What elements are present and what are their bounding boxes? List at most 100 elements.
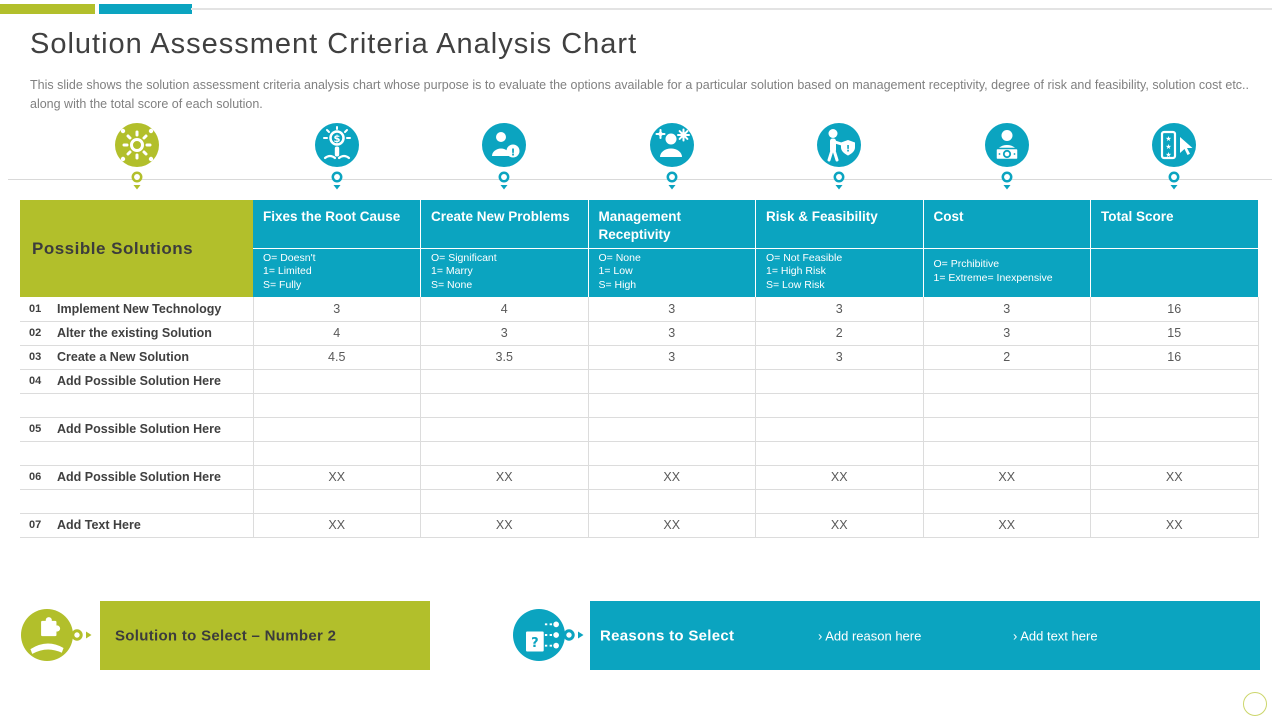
svg-text:$: $	[333, 134, 340, 145]
score-cell: XX	[1090, 513, 1259, 538]
score-cell	[1090, 369, 1259, 394]
pin-marker-teal	[1001, 171, 1013, 190]
table-row: 07 Add Text Here XX XX XX XX XX XX	[20, 513, 1259, 538]
column-header: Fixes the Root Cause	[253, 200, 421, 248]
row-number	[20, 441, 56, 466]
score-cell: 2	[755, 321, 923, 346]
accent-bar-olive	[0, 4, 95, 14]
score-cell: 3	[922, 321, 1091, 346]
criteria-icons-row: $ !	[20, 123, 1258, 191]
score-cell	[1090, 441, 1259, 466]
icon-col-fixes-root-cause: $	[253, 123, 421, 191]
row-label[interactable]: Add Possible Solution Here	[56, 369, 253, 394]
header-divider-line	[191, 8, 1272, 10]
icons-baseline	[8, 179, 1272, 180]
row-label[interactable]: Add Text Here	[56, 513, 253, 538]
score-cell: 3	[587, 345, 756, 370]
score-cell	[252, 441, 421, 466]
score-cell: 2	[922, 345, 1091, 370]
column-header: Create New Problems	[420, 200, 588, 248]
column-header: Total Score	[1090, 200, 1258, 248]
spacer-row	[20, 393, 1259, 418]
table-row-header: Possible Solutions	[20, 200, 253, 297]
score-cell	[755, 489, 923, 514]
reason-placeholder[interactable]: › Add reason here	[818, 628, 922, 643]
row-label	[56, 441, 253, 466]
row-label[interactable]: Add Possible Solution Here	[56, 465, 253, 490]
reasons-to-select-box[interactable]: Reasons to Select › Add reason here › Add…	[590, 601, 1260, 670]
column-legend: O= Significant 1= Marry S= None	[420, 247, 588, 297]
row-label: Create a New Solution	[56, 345, 253, 370]
pin-marker-teal	[833, 171, 845, 190]
score-cell: 16	[1090, 297, 1259, 322]
score-cell: 15	[1090, 321, 1259, 346]
criteria-table-wrap: Possible Solutions Fixes the Root Cause Cr…	[20, 200, 1259, 538]
spacer-row	[20, 441, 1259, 466]
score-cell	[252, 489, 421, 514]
connector-marker-teal	[563, 629, 584, 641]
row-number	[20, 393, 56, 418]
column-legend	[1090, 247, 1258, 297]
score-cell	[922, 489, 1091, 514]
score-cell	[252, 393, 421, 418]
score-cell: 3	[587, 297, 756, 322]
score-cell	[922, 369, 1091, 394]
cost-icon	[984, 123, 1029, 167]
svg-text:★: ★	[1166, 151, 1172, 159]
solution-to-select-box[interactable]: Solution to Select – Number 2	[100, 601, 430, 670]
reasons-to-select-label: Reasons to Select	[600, 627, 735, 644]
table-row: 05 Add Possible Solution Here	[20, 417, 1259, 442]
row-number	[20, 489, 56, 514]
page-title: Solution Assessment Criteria Analysis Ch…	[30, 28, 638, 60]
solution-process-icon	[114, 123, 159, 167]
icon-col-create-new-problems: !	[421, 123, 589, 191]
score-cell: 16	[1090, 345, 1259, 370]
table-row: 06 Add Possible Solution Here XX XX XX XX XX XX	[20, 465, 1259, 490]
score-cell: 4.5	[252, 345, 421, 370]
score-cell: XX	[755, 513, 923, 538]
total-score-icon: ★ ★ ★	[1152, 123, 1197, 167]
icon-col-risk-feasibility: !	[756, 123, 924, 191]
row-label	[56, 393, 253, 418]
score-cell	[420, 393, 588, 418]
score-cell	[1090, 417, 1259, 442]
table-legend-row: O= Doesn't 1= Limited S= Fully O= Significa…	[20, 247, 1258, 297]
row-label: Alter the existing Solution	[56, 321, 253, 346]
score-cell	[252, 369, 421, 394]
svg-text:!: !	[846, 145, 850, 155]
corner-ring-decoration	[1243, 692, 1267, 716]
management-receptivity-icon	[649, 123, 694, 167]
row-label: Implement New Technology	[56, 297, 253, 322]
score-cell	[755, 393, 923, 418]
score-cell: 3	[755, 345, 923, 370]
page-subtitle: This slide shows the solution assessment…	[30, 78, 1249, 112]
column-legend: O= Not Feasible 1= High Risk S= Low Risk	[755, 247, 923, 297]
icon-col-solutions	[20, 123, 253, 191]
icon-col-management-receptivity	[588, 123, 756, 191]
reason-placeholder[interactable]: › Add text here	[1013, 628, 1098, 643]
new-problems-icon: !	[482, 123, 527, 167]
score-cell	[755, 369, 923, 394]
score-cell: XX	[1090, 465, 1259, 490]
score-cell: 3.5	[420, 345, 588, 370]
score-cell: 3	[420, 321, 588, 346]
column-header: Management Receptivity	[587, 200, 756, 248]
score-cell	[587, 441, 756, 466]
score-cell	[755, 417, 923, 442]
score-cell: 3	[587, 321, 756, 346]
score-cell: XX	[922, 465, 1091, 490]
score-cell: XX	[587, 513, 756, 538]
row-number: 05	[20, 417, 56, 442]
spacer-row	[20, 489, 1259, 514]
score-cell	[1090, 489, 1259, 514]
row-number: 06	[20, 465, 56, 490]
icon-col-cost	[923, 123, 1091, 191]
score-cell: 3	[252, 297, 421, 322]
column-legend: O= None 1= Low S= High	[587, 247, 756, 297]
row-number: 03	[20, 345, 56, 370]
score-cell	[420, 417, 588, 442]
score-cell	[1090, 393, 1259, 418]
score-cell	[922, 441, 1091, 466]
table-row: 03 Create a New Solution 4.5 3.5 3 3 2 16	[20, 345, 1259, 370]
row-label[interactable]: Add Possible Solution Here	[56, 417, 253, 442]
